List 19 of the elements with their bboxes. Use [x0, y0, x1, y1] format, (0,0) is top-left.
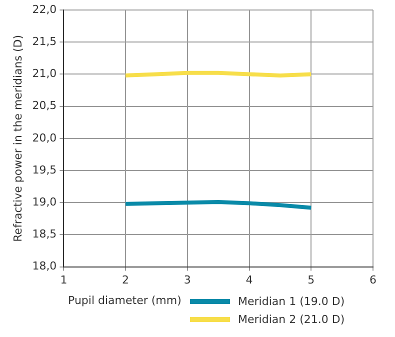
x-tick-label: 5 — [308, 273, 315, 286]
y-tick-label: 20,0 — [32, 131, 57, 144]
x-tick-label: 4 — [246, 273, 253, 286]
x-tick-label: 3 — [184, 273, 191, 286]
legend-label: Meridian 1 (19.0 D) — [238, 294, 345, 308]
x-tick-label: 6 — [370, 273, 376, 286]
x-axis-title: Pupil diameter (mm) — [68, 294, 182, 307]
y-tick-label: 18,0 — [32, 260, 57, 273]
y-tick-label: 19,5 — [32, 163, 57, 176]
y-tick-label: 21,5 — [32, 34, 57, 48]
y-tick-label: 18,5 — [32, 228, 57, 241]
y-tick-label: 19,0 — [32, 195, 57, 208]
y-tick-label: 20,5 — [32, 99, 57, 112]
y-tick-label: 22,0 — [32, 2, 57, 16]
x-tick-label: 2 — [122, 273, 130, 286]
x-tick-label: 1 — [60, 273, 68, 286]
legend-label: Meridian 2 (21.0 D) — [238, 312, 345, 326]
y-tick-label: 21,0 — [32, 67, 57, 80]
y-axis-title: Refractive power in the meridians (D) — [11, 34, 24, 242]
